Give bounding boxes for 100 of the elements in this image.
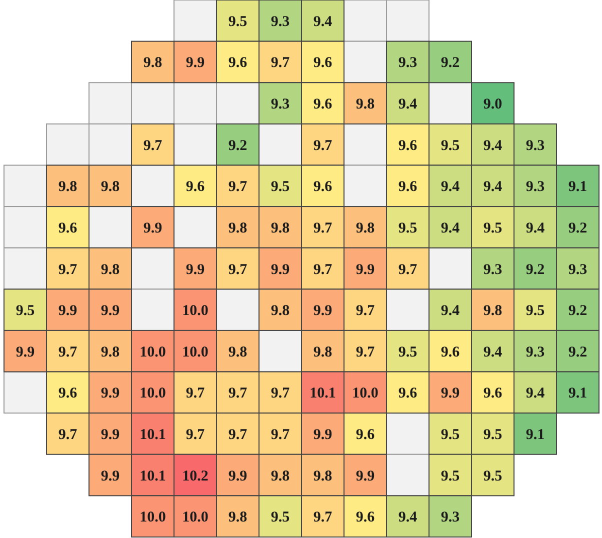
data-label: 9.6 [58,220,78,236]
data-label: 10.1 [310,386,336,402]
data-label: 9.4 [398,510,418,526]
data-label: 9.7 [186,426,206,443]
data-label: 9.8 [356,220,375,236]
data-label: 9.8 [100,344,120,360]
data-label: 9.2 [568,220,588,236]
data-label: 9.7 [58,426,78,443]
data-label: 10.0 [140,510,166,526]
data-label: 9.7 [58,262,78,278]
data-label: 10.0 [182,344,208,360]
data-label: 9.8 [270,303,290,320]
data-label: 9.6 [398,179,418,196]
data-label: 9.3 [526,344,545,360]
data-label: 9.8 [228,344,248,360]
data-label: 9.9 [100,386,120,402]
data-label: 9.8 [143,55,162,72]
data-label: 9.9 [270,262,290,278]
data-label: 9.7 [313,510,333,526]
data-label: 9.7 [313,220,333,236]
data-label: 9.2 [568,344,588,360]
data-label: 9.8 [313,344,332,360]
data-label: 9.6 [313,55,333,72]
data-label: 9.3 [398,55,418,72]
data-label: 9.3 [526,138,545,154]
data-label: 9.5 [440,426,460,443]
data-label: 9.5 [398,220,418,236]
data-label: 9.3 [483,262,502,278]
data-label: 9.8 [270,220,290,236]
data-label: 9.9 [356,262,375,278]
data-label: 9.1 [526,426,545,443]
data-label: 9.5 [228,14,248,30]
data-label: 9.4 [313,14,333,30]
data-label: 9.5 [270,510,290,526]
data-label: 10.0 [182,303,208,320]
data-label: 9.8 [356,96,375,113]
data-label: 9.6 [313,96,333,113]
data-label: 9.7 [228,386,248,402]
data-label: 10.0 [352,386,378,402]
data-label: 9.9 [186,55,205,72]
data-label: 9.9 [58,303,78,320]
data-label: 9.8 [58,179,78,196]
data-label: 9.7 [270,55,290,72]
data-label: 9.8 [100,179,120,196]
data-label: 9.2 [228,138,248,154]
data-label: 10.0 [182,510,208,526]
data-label: 9.8 [228,220,248,236]
data-label: 9.4 [440,179,460,196]
data-label: 9.4 [526,220,546,236]
data-label: 9.6 [483,386,503,402]
data-label: 9.5 [398,344,418,360]
data-label: 9.2 [568,303,588,320]
data-label: 9.7 [313,138,333,154]
data-label: 9.4 [440,220,460,236]
data-label: 9.4 [526,386,546,402]
data-label: 9.7 [398,262,418,278]
data-label: 9.6 [228,55,248,72]
data-label: 9.8 [270,468,290,484]
data-label: 10.2 [182,468,208,484]
data-label: 9.5 [440,468,460,484]
data-label: 9.9 [100,303,120,320]
data-label: 9.6 [58,386,78,402]
data-label: 9.8 [100,262,120,278]
data-label: 9.7 [356,344,376,360]
data-label: 9.4 [483,138,503,154]
data-label: 9.3 [440,510,460,526]
data-label: 9.8 [313,468,332,484]
data-label: 9.6 [398,138,418,154]
data-label: 9.2 [526,262,545,278]
data-label: 9.9 [186,262,205,278]
data-label: 9.0 [483,96,502,113]
data-label: 9.8 [483,303,502,320]
data-label: 9.5 [483,468,502,484]
data-label: 9.9 [143,220,162,236]
data-label: 9.5 [483,220,502,236]
data-label: 9.6 [186,179,206,196]
data-label: 9.5 [483,426,502,443]
data-label: 9.2 [440,55,460,72]
data-label: 10.0 [140,344,166,360]
data-label: 9.5 [526,303,545,320]
data-label: 10.0 [140,386,166,402]
data-label: 9.9 [356,468,375,484]
data-label: 9.7 [58,344,78,360]
data-label: 9.7 [270,426,290,443]
data-label: 9.6 [356,510,376,526]
data-label: 9.9 [100,426,120,443]
data-label: 9.9 [313,426,332,443]
data-label: 9.9 [228,468,248,484]
data-label: 9.7 [143,138,163,154]
data-label: 9.5 [16,303,35,320]
data-label: 9.6 [313,179,333,196]
data-label: 9.7 [270,386,290,402]
data-label: 9.1 [568,386,588,402]
data-label: 9.7 [228,426,248,443]
data-label: 9.6 [398,386,418,402]
data-label: 9.6 [356,426,376,443]
data-label: 9.9 [100,468,120,484]
data-label: 10.1 [140,426,166,443]
data-label: 9.7 [356,303,376,320]
data-label: 9.9 [440,386,460,402]
